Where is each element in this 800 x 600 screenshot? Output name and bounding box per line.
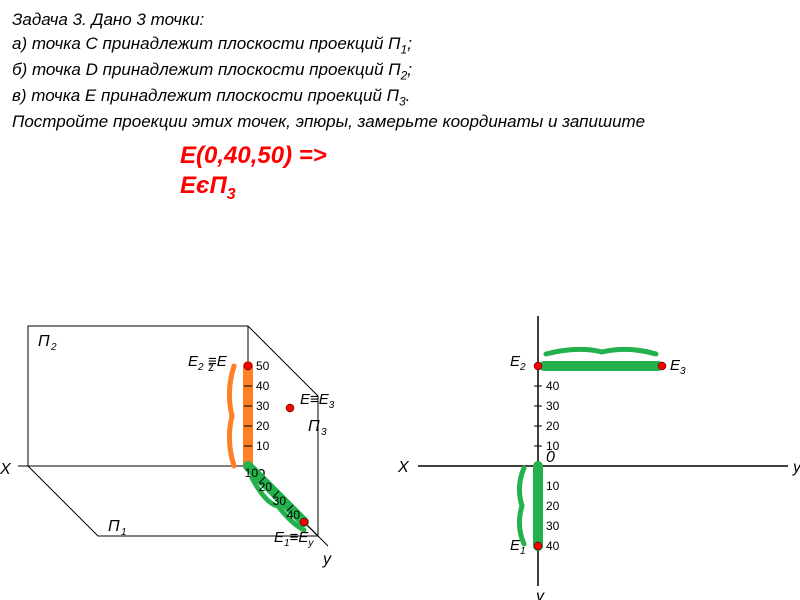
task-line-d: Постройте проекции этих точек, эпюры, за…: [12, 110, 788, 134]
svg-text:y': y': [792, 459, 800, 476]
svg-text:X: X: [397, 459, 410, 476]
svg-text:20: 20: [546, 419, 560, 433]
task-line-b: б) точка D принадлежит плоскости проекци…: [12, 58, 788, 84]
svg-text:10: 10: [546, 439, 560, 453]
task-line-a: а) точка С принадлежит плоскости проекци…: [12, 32, 788, 58]
svg-text:E2: E2: [188, 353, 204, 373]
svg-text:30: 30: [546, 519, 560, 533]
svg-text:y: y: [535, 588, 545, 600]
task-text-block: Задача 3. Дано 3 точки: а) точка С прина…: [0, 0, 800, 138]
svg-text:20: 20: [546, 499, 560, 513]
svg-text:П: П: [38, 333, 50, 350]
diagram-area: E(0,40,50) => EєП3 П2П1П3Xyz010203040501…: [0, 138, 800, 600]
svg-text:30: 30: [256, 399, 270, 413]
svg-text:П: П: [108, 518, 120, 535]
svg-text:10: 10: [245, 466, 259, 480]
svg-text:10: 10: [256, 439, 270, 453]
svg-text:30: 30: [273, 494, 287, 508]
svg-text:40: 40: [256, 379, 270, 393]
svg-text:1: 1: [121, 527, 127, 538]
svg-text:50: 50: [256, 359, 270, 373]
svg-text:≡E: ≡E: [208, 353, 228, 370]
svg-text:20: 20: [256, 419, 270, 433]
svg-text:П: П: [308, 418, 320, 435]
svg-text:40: 40: [287, 508, 301, 522]
svg-text:X: X: [0, 461, 12, 478]
diagram-svg: П2П1П3Xyz0102030405010203040E2≡EE≡E3E1≡E…: [0, 138, 800, 600]
task-title: Задача 3. Дано 3 точки:: [12, 8, 788, 32]
svg-text:30: 30: [546, 399, 560, 413]
svg-text:y: y: [322, 551, 332, 568]
svg-text:E1≡Ey: E1≡Ey: [274, 529, 314, 549]
svg-text:E≡E3: E≡E3: [300, 391, 335, 411]
svg-text:E3: E3: [670, 357, 686, 377]
task-line-c: в) точка E принадлежит плоскости проекци…: [12, 84, 788, 110]
svg-text:20: 20: [259, 480, 273, 494]
svg-text:3: 3: [321, 427, 327, 438]
svg-text:2: 2: [50, 342, 57, 353]
svg-text:10: 10: [546, 479, 560, 493]
svg-text:40: 40: [546, 379, 560, 393]
svg-text:E2: E2: [510, 353, 526, 373]
svg-text:40: 40: [546, 539, 560, 553]
